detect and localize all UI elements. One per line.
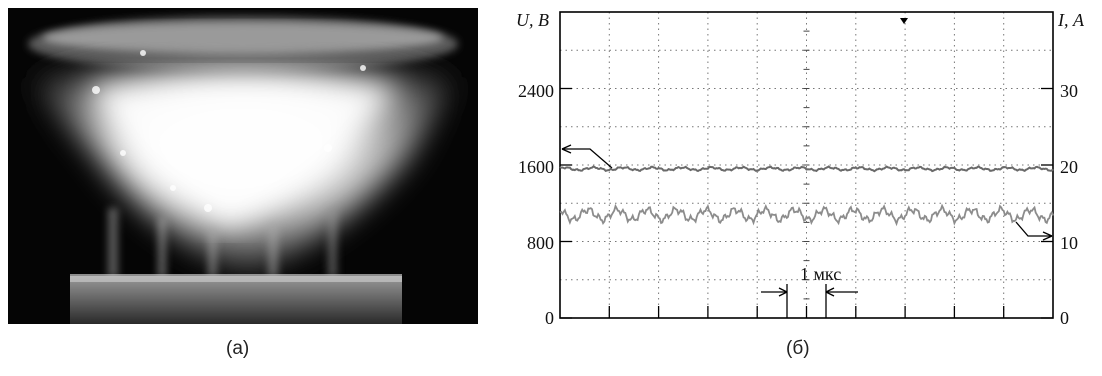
caption-a: (a) — [226, 338, 250, 359]
right-tick-label: 20 — [1060, 157, 1078, 177]
left-axis-title: U, В — [516, 10, 549, 30]
axis-ticks — [560, 30, 1053, 319]
chart-grid — [560, 12, 1053, 318]
current-level-arrow — [1015, 221, 1053, 241]
left-tick-label: 2400 — [518, 81, 554, 101]
trigger-marker-icon — [900, 18, 908, 24]
right-tick-label: 0 — [1060, 308, 1069, 328]
left-tick-label: 800 — [527, 233, 554, 253]
time-scale-marker — [761, 284, 858, 318]
series-voltage-line — [559, 165, 1054, 173]
left-tick-label: 1600 — [518, 157, 554, 177]
time-scale-label: 1 мкс — [800, 264, 841, 284]
voltage-level-arrow — [561, 144, 613, 169]
series-current-line — [559, 203, 1054, 227]
caption-b: (б) — [786, 338, 810, 359]
right-tick-label: 30 — [1060, 81, 1078, 101]
left-tick-label: 0 — [545, 308, 554, 328]
discharge-photo — [8, 8, 478, 324]
right-tick-label: 10 — [1060, 233, 1078, 253]
right-axis-title: I, А — [1057, 10, 1085, 30]
